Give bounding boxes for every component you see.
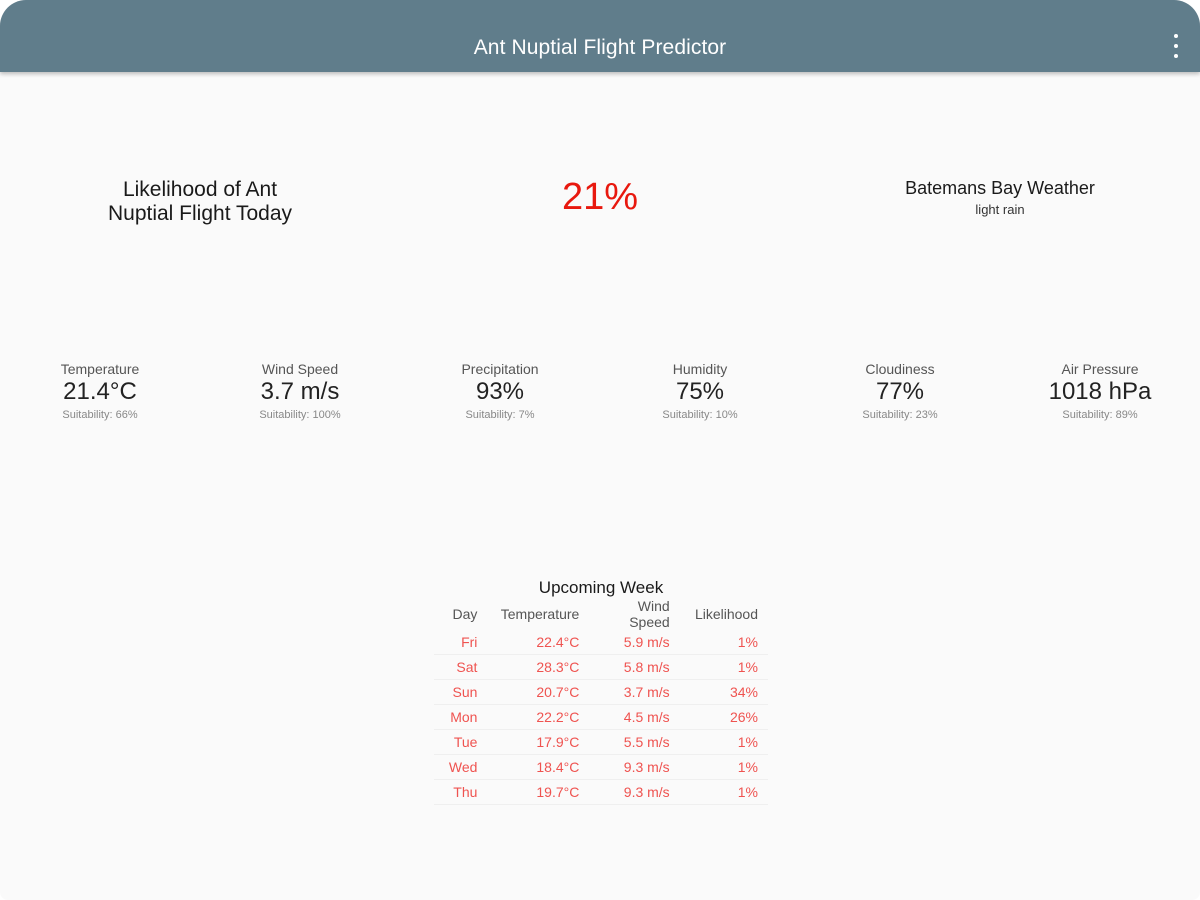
forecast-wind-speed: 9.3 m/s (589, 754, 680, 780)
stat-label: Wind Speed (261, 361, 339, 377)
forecast-row: Wed 18.4°C 9.3 m/s 1% (434, 754, 768, 780)
forecast-row: Sat 28.3°C 5.8 m/s 1% (434, 654, 768, 680)
forecast-likelihood: 1% (679, 630, 768, 655)
stat-value: 93% (475, 378, 525, 405)
forecast-wind-speed: 4.5 m/s (589, 704, 680, 730)
forecast-temperature: 22.4°C (487, 630, 590, 655)
upcoming-week-title: Upcoming Week (538, 578, 664, 597)
forecast-likelihood: 1% (679, 779, 768, 805)
forecast-temperature: 20.7°C (487, 679, 590, 705)
menu-dot (1174, 54, 1178, 58)
forecast-day: Thu (434, 779, 488, 805)
forecast-wind-speed: 5.8 m/s (589, 654, 680, 680)
stat-suitability: Suitability: 7% (465, 409, 535, 421)
stat-value: 21.4°C (63, 378, 137, 405)
stat-cloudiness: Cloudiness 77% Suitability: 23% (800, 361, 1000, 421)
more-vert-icon[interactable] (1166, 34, 1186, 58)
stat-label: Cloudiness (865, 361, 935, 377)
stat-wind-speed: Wind Speed 3.7 m/s Suitability: 100% (200, 361, 400, 421)
forecast-wind-speed: 3.7 m/s (589, 679, 680, 705)
forecast-wind-speed: 5.5 m/s (589, 729, 680, 755)
forecast-temperature: 28.3°C (487, 654, 590, 680)
stat-humidity: Humidity 75% Suitability: 10% (600, 361, 800, 421)
forecast-row: Sun 20.7°C 3.7 m/s 34% (434, 679, 768, 705)
stat-value: 3.7 m/s (260, 378, 340, 405)
weather-location-title: Batemans Bay Weather (905, 178, 1095, 198)
forecast-temperature: 22.2°C (487, 704, 590, 730)
forecast-likelihood: 26% (679, 704, 768, 730)
likelihood-heading: Likelihood of Ant Nuptial Flight Today (107, 178, 293, 225)
header-wind-speed: Wind Speed (629, 598, 670, 630)
forecast-likelihood: 1% (679, 654, 768, 680)
forecast-row: Thu 19.7°C 9.3 m/s 1% (434, 779, 768, 805)
stat-label: Air Pressure (1061, 361, 1139, 377)
upcoming-week: Upcoming Week Day Temperature Wind Speed… (434, 578, 768, 805)
header-likelihood: Likelihood (694, 606, 758, 622)
stat-suitability: Suitability: 66% (62, 409, 138, 421)
forecast-row: Mon 22.2°C 4.5 m/s 26% (434, 704, 768, 730)
weather-summary: Batemans Bay Weather light rain (860, 178, 1140, 217)
forecast-table: Day Temperature Wind Speed Likelihood Fr… (434, 598, 768, 805)
forecast-likelihood: 1% (679, 754, 768, 780)
stat-suitability: Suitability: 100% (259, 409, 341, 421)
forecast-day: Mon (434, 704, 488, 730)
stat-suitability: Suitability: 89% (1062, 409, 1138, 421)
stat-value: 77% (875, 378, 925, 405)
stat-label: Humidity (672, 361, 728, 377)
stat-value: 1018 hPa (1048, 378, 1152, 405)
menu-dot (1174, 34, 1178, 38)
app-title: Ant Nuptial Flight Predictor (473, 36, 727, 59)
forecast-day: Sun (434, 679, 488, 705)
forecast-wind-speed: 5.9 m/s (589, 630, 680, 655)
menu-dot (1174, 44, 1178, 48)
stat-label: Temperature (60, 361, 140, 377)
forecast-temperature: 18.4°C (487, 754, 590, 780)
stat-suitability: Suitability: 10% (662, 409, 738, 421)
forecast-day: Sat (434, 654, 488, 680)
header-day: Day (452, 606, 478, 622)
stat-value: 75% (675, 378, 725, 405)
forecast-row: Tue 17.9°C 5.5 m/s 1% (434, 729, 768, 755)
header-temperature: Temperature (500, 606, 580, 622)
stat-precipitation: Precipitation 93% Suitability: 7% (400, 361, 600, 421)
forecast-day: Wed (434, 754, 488, 780)
stat-temperature: Temperature 21.4°C Suitability: 66% (0, 361, 200, 421)
forecast-temperature: 19.7°C (487, 779, 590, 805)
likelihood-value: 21% (561, 176, 639, 218)
weather-description: light rain (975, 202, 1025, 217)
forecast-likelihood: 34% (679, 679, 768, 705)
forecast-row: Fri 22.4°C 5.9 m/s 1% (434, 630, 768, 655)
forecast-wind-speed: 9.3 m/s (589, 779, 680, 805)
forecast-day: Tue (434, 729, 488, 755)
forecast-day: Fri (434, 630, 488, 655)
stat-label: Precipitation (461, 361, 539, 377)
app-bar: Ant Nuptial Flight Predictor (0, 0, 1200, 72)
stat-air-pressure: Air Pressure 1018 hPa Suitability: 89% (1000, 361, 1200, 421)
stat-suitability: Suitability: 23% (862, 409, 938, 421)
forecast-temperature: 17.9°C (487, 729, 590, 755)
forecast-header-row: Day Temperature Wind Speed Likelihood (434, 598, 768, 630)
forecast-likelihood: 1% (679, 729, 768, 755)
